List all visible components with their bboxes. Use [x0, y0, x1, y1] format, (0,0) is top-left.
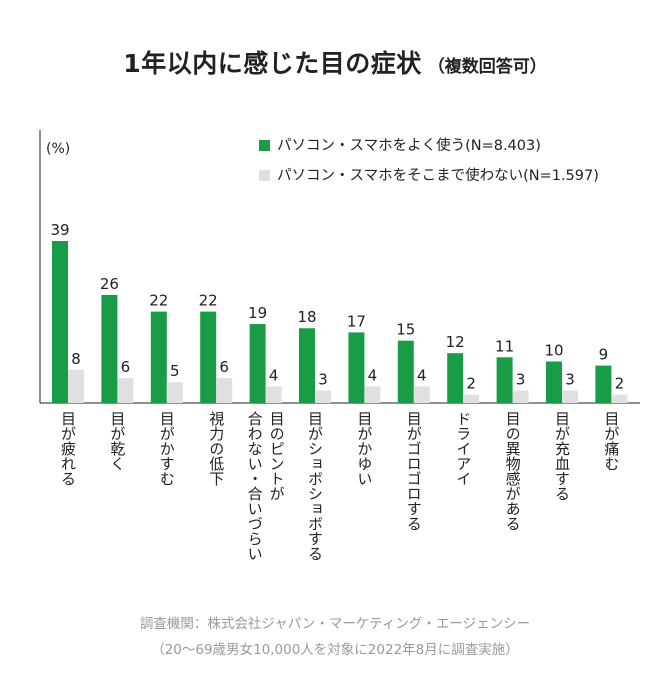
category-label-12: 目が痛む: [602, 411, 620, 471]
bar-s2-c8: [413, 386, 430, 403]
bar-s2-c10: [512, 390, 529, 403]
category-label-4: 視力の低下: [207, 411, 225, 486]
bar-s2-c11: [562, 390, 578, 403]
value-label-s2-c11: 3: [565, 371, 575, 389]
bar-s1-c4: [200, 311, 217, 403]
bar-s2-c6: [315, 390, 331, 403]
legend-label-1: パソコン・スマホをよく使う(N=8.403): [277, 137, 541, 154]
category-label-8: 目がゴロゴロする: [405, 411, 423, 531]
bar-s2-c3: [166, 382, 183, 403]
chart-title-block: 1年以内に感じた目の症状 （複数回答可）: [0, 44, 670, 80]
bar-s2-c12: [611, 394, 628, 403]
category-label-6: 目がショボショボする: [306, 411, 324, 561]
category-label-5-line2: 合わない・合いづらい: [246, 411, 264, 561]
legend-label-2: パソコン・スマホをそこまで使わない(N=1.597): [277, 167, 599, 184]
legend-swatch-1: [259, 140, 270, 151]
value-label-s1-c1: 39: [50, 221, 69, 239]
value-label-s1-c5: 19: [248, 304, 267, 322]
bar-s1-c11: [546, 361, 562, 403]
bar-s1-c5: [249, 324, 266, 403]
value-label-s1-c2: 26: [100, 275, 119, 293]
value-label-s1-c7: 17: [347, 312, 366, 330]
bar-s2-c9: [463, 394, 480, 403]
value-label-s2-c10: 3: [516, 371, 526, 389]
value-label-s2-c1: 8: [71, 350, 81, 368]
bar-s2-c2: [117, 378, 134, 403]
legend-swatch-2: [259, 170, 270, 181]
value-label-s2-c2: 6: [121, 358, 131, 376]
bar-s1-c2: [101, 295, 118, 403]
bar-s1-c3: [150, 311, 167, 403]
bar-s1-c7: [348, 332, 365, 403]
value-label-s1-c10: 11: [495, 337, 514, 355]
bar-s2-c4: [216, 378, 233, 403]
value-label-s1-c12: 9: [599, 346, 609, 364]
category-label-11: 目が充血する: [553, 411, 571, 501]
value-label-s2-c4: 6: [219, 358, 229, 376]
category-label-5-line1: 目のピントが: [268, 411, 286, 501]
chart-title: 1年以内に感じた目の症状: [123, 49, 422, 78]
value-label-s1-c3: 22: [149, 292, 168, 310]
category-label-3: 目がかすむ: [158, 411, 176, 486]
value-label-s2-c5: 4: [269, 366, 279, 384]
chart-subtitle: （複数回答可）: [427, 57, 547, 77]
bar-s1-c12: [595, 365, 612, 403]
category-label-7: 目がかゆい: [355, 411, 373, 486]
value-label-s1-c4: 22: [199, 292, 218, 310]
category-label-2: 目が乾く: [108, 411, 126, 471]
value-label-s1-c11: 10: [544, 341, 563, 359]
category-label-1: 目が疲れる: [59, 411, 77, 486]
value-label-s1-c8: 15: [396, 321, 415, 339]
survey-note: （20〜69歳男女10,000人を対象に2022年8月に調査実施）: [151, 642, 519, 658]
value-label-s1-c9: 12: [446, 333, 465, 351]
source-note: 調査機関：株式会社ジャパン・マーケティング・エージェンシー: [139, 616, 531, 632]
y-axis-unit-label: (%): [46, 141, 70, 157]
bar-s1-c10: [496, 357, 513, 403]
value-label-s2-c9: 2: [466, 375, 476, 393]
bar-s2-c5: [265, 386, 282, 403]
category-label-9: ドライアイ: [454, 411, 472, 486]
category-label-10: 目の異物感がある: [504, 411, 522, 531]
value-label-s2-c7: 4: [368, 366, 378, 384]
value-label-s2-c12: 2: [615, 375, 625, 393]
bar-s2-c1: [68, 369, 84, 403]
bar-s1-c6: [299, 328, 315, 403]
value-label-s2-c8: 4: [417, 366, 427, 384]
bar-s1-c1: [52, 241, 68, 403]
value-label-s1-c6: 18: [297, 308, 316, 326]
bar-s2-c7: [364, 386, 381, 403]
value-label-s2-c3: 5: [170, 362, 180, 380]
bar-s1-c8: [397, 340, 414, 403]
value-label-s2-c6: 3: [318, 371, 328, 389]
bar-s1-c9: [447, 353, 464, 403]
